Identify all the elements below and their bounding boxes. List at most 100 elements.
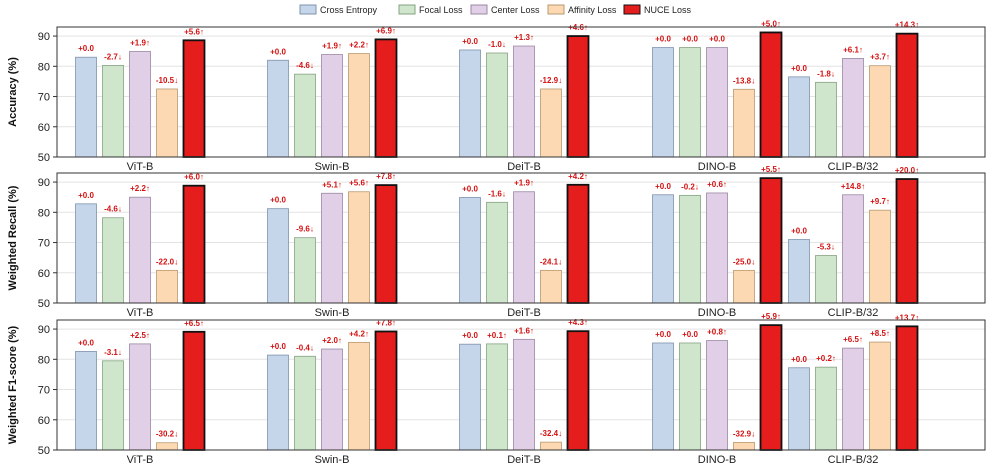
y-tick-label: 80 <box>38 207 50 219</box>
bar-affinity-loss <box>156 88 178 158</box>
data-label: +0.0 <box>655 182 671 191</box>
data-label: +0.0 <box>791 227 807 236</box>
plot-frame <box>56 172 986 304</box>
chart-panel-2: 50 60 70 80 90 Weighted Recall (%) +0.0 -4.6↓ +2… <box>7 165 986 319</box>
bar-group-clip-b-32: +0.0 -1.8↓ +6.1↑ +3.7↑ +14.3↑ <box>788 21 919 158</box>
data-label: -12.9↓ <box>540 76 562 85</box>
data-label: +1.6↑ <box>514 326 534 335</box>
data-label: +0.0 <box>709 35 725 44</box>
bar-center-loss <box>513 45 535 158</box>
bar-group-dino-b: +0.0 +0.0 +0.8↑ -32.9↓ +5.9↑ <box>652 312 783 451</box>
bar-focal-loss <box>102 360 124 451</box>
x-tick-label: CLIP-B/32 <box>828 454 879 466</box>
data-label: +6.1↑ <box>843 45 863 54</box>
data-label: +5.1↑ <box>322 180 342 189</box>
bar-cross-entropy <box>75 351 97 451</box>
y-tick-label: 50 <box>38 445 50 457</box>
y-tick-label: 70 <box>38 92 50 104</box>
bar-nuce-loss <box>182 330 206 451</box>
bar-affinity-loss <box>156 442 178 451</box>
bar-center-loss <box>321 348 343 451</box>
x-tick-label: Swin-B <box>315 161 350 173</box>
data-label: +8.5↑ <box>870 329 890 338</box>
bar-center-loss <box>513 338 535 451</box>
legend: Cross Entropy Focal Loss Center Loss Affini… <box>299 4 692 15</box>
data-label: +4.6↑ <box>568 23 588 32</box>
bar-nuce-loss <box>759 324 783 451</box>
bar-nuce-loss <box>182 184 206 304</box>
bar-center-loss <box>842 347 864 451</box>
bar-center-loss <box>129 343 151 451</box>
bar-center-loss <box>129 51 151 158</box>
y-tick-label: 60 <box>38 415 50 427</box>
bar-affinity-loss <box>348 341 370 451</box>
legend-swatch <box>299 4 317 15</box>
data-label: -13.8↓ <box>733 76 755 85</box>
bar-focal-loss <box>486 201 508 304</box>
bar-affinity-loss <box>540 269 562 304</box>
data-label: -30.2↓ <box>156 430 178 439</box>
data-label: +5.6↑ <box>184 27 204 36</box>
data-label: +6.9↑ <box>376 26 396 35</box>
data-label: +5.0↑ <box>761 19 781 28</box>
legend-swatch <box>547 4 565 15</box>
bar-affinity-loss <box>733 269 755 304</box>
legend-label: Affinity Loss <box>568 5 617 15</box>
data-label: -2.7↓ <box>104 52 122 61</box>
legend-item-focal-loss: Focal Loss <box>398 4 463 15</box>
x-tick-label: Swin-B <box>315 454 350 466</box>
y-tick-label: 90 <box>38 177 50 189</box>
y-tick-label: 70 <box>38 238 50 250</box>
legend-item-cross-entropy: Cross Entropy <box>299 4 378 15</box>
bar-group-vit-b: +0.0 -4.6↓ +2.2↑ -22.0↓ +6.0↑ <box>75 173 206 304</box>
bar-focal-loss <box>679 342 701 451</box>
data-label: +0.2↑ <box>816 354 836 363</box>
bar-group-clip-b-32: +0.0 +0.2↑ +6.5↑ +8.5↑ +13.7↑ <box>788 313 919 451</box>
bar-affinity-loss <box>733 88 755 158</box>
data-label: +2.2↑ <box>349 41 369 50</box>
y-tick-label: 80 <box>38 354 50 366</box>
chart-panel-1: 50 60 70 80 90 Accuracy (%) +0.0 -2.7↓ +1.9↑ -10.… <box>7 19 986 173</box>
data-label: +7.8↑ <box>376 172 396 181</box>
legend-item-nuce-loss: NUCE Loss <box>623 4 692 15</box>
data-label: +1.9↑ <box>322 42 342 51</box>
data-label: +0.0 <box>655 35 671 44</box>
data-label: -4.6↓ <box>296 61 314 70</box>
bar-cross-entropy <box>75 56 97 158</box>
bar-cross-entropy <box>75 203 97 304</box>
data-label: +2.5↑ <box>130 331 150 340</box>
data-label: +14.3↑ <box>895 21 919 30</box>
y-tick-label: 90 <box>38 31 50 43</box>
y-tick-label: 60 <box>38 122 50 134</box>
bar-group-dino-b: +0.0 -0.2↓ +0.6↑ -25.0↓ +5.5↑ <box>652 165 783 304</box>
bar-nuce-loss <box>374 184 398 304</box>
x-tick-label: CLIP-B/32 <box>828 161 879 173</box>
legend-item-affinity-loss: Affinity Loss <box>547 4 617 15</box>
bar-group-deit-b: +0.0 +0.1↑ +1.6↑ -32.4↓ +4.3↑ <box>459 318 590 451</box>
y-tick-label: 70 <box>38 385 50 397</box>
y-tick-label: 80 <box>38 61 50 73</box>
bar-nuce-loss <box>374 330 398 451</box>
y-tick-label: 50 <box>38 298 50 310</box>
x-tick-label: DeiT-B <box>507 454 541 466</box>
plot-frame <box>56 26 986 158</box>
x-tick-label: DeiT-B <box>507 161 541 173</box>
data-label: +6.0↑ <box>184 173 204 182</box>
bar-center-loss <box>129 196 151 304</box>
data-label: +1.9↑ <box>514 179 534 188</box>
legend-label: Cross Entropy <box>320 5 378 15</box>
bar-cross-entropy <box>459 197 481 304</box>
x-tick-label: ViT-B <box>127 454 154 466</box>
bar-focal-loss <box>815 366 837 451</box>
bar-group-deit-b: +0.0 -1.0↓ +1.3↑ -12.9↓ +4.6↑ <box>459 23 590 158</box>
bar-nuce-loss <box>566 183 590 304</box>
bar-group-swin-b: +0.0 -0.4↓ +2.0↑ +4.2↑ +7.8↑ <box>267 318 398 451</box>
data-label: -10.5↓ <box>156 76 178 85</box>
x-tick-label: DINO-B <box>698 161 737 173</box>
bar-focal-loss <box>102 217 124 304</box>
bar-focal-loss <box>815 255 837 304</box>
data-label: +0.0 <box>682 35 698 44</box>
bar-nuce-loss <box>759 31 783 158</box>
data-label: -0.2↓ <box>681 182 699 191</box>
x-tick-label: CLIP-B/32 <box>828 307 879 319</box>
